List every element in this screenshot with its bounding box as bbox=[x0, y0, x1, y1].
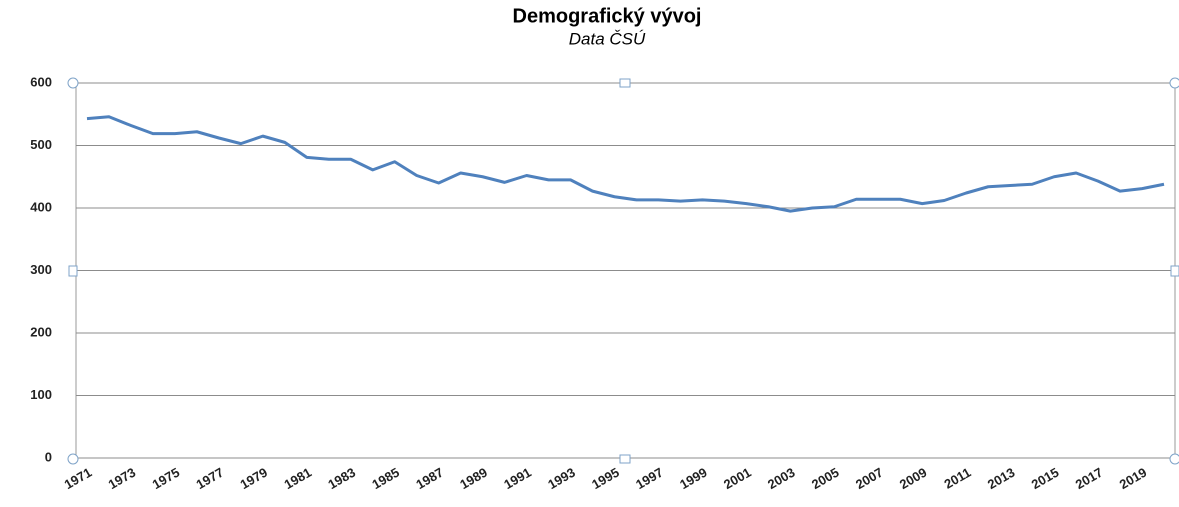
handle bbox=[619, 454, 631, 464]
y-tick-label: 300 bbox=[30, 262, 52, 277]
chart-title: Demografický vývoj bbox=[513, 5, 702, 27]
x-tick-label: 2019 bbox=[1117, 465, 1150, 492]
y-tick-label: 200 bbox=[30, 324, 52, 339]
x-tick-label: 1973 bbox=[106, 465, 139, 492]
x-tick-label: 2001 bbox=[721, 465, 754, 492]
x-tick-label: 1987 bbox=[413, 465, 446, 492]
x-tick-label: 2005 bbox=[809, 465, 842, 492]
x-tick-label: 2003 bbox=[765, 465, 798, 492]
y-tick-label: 0 bbox=[45, 449, 52, 464]
x-tick-label: 2013 bbox=[985, 465, 1018, 492]
x-tick-label: 2017 bbox=[1073, 465, 1106, 492]
x-tick-label: 1975 bbox=[150, 465, 183, 492]
y-tick-label: 100 bbox=[30, 387, 52, 402]
x-tick-label: 1983 bbox=[325, 465, 358, 492]
handle bbox=[67, 77, 79, 89]
x-tick-label: 1989 bbox=[457, 465, 490, 492]
x-tick-label: 2015 bbox=[1029, 465, 1062, 492]
y-tick-label: 400 bbox=[30, 199, 52, 214]
y-tick-label: 500 bbox=[30, 137, 52, 152]
x-tick-label: 1981 bbox=[281, 465, 314, 492]
selection-handles bbox=[67, 77, 1179, 465]
handle bbox=[619, 78, 631, 88]
x-tick-label: 2009 bbox=[897, 465, 930, 492]
line-series bbox=[86, 115, 1165, 213]
x-tick-label: 1997 bbox=[633, 465, 666, 492]
x-tick-label: 1993 bbox=[545, 465, 578, 492]
y-tick-label: 600 bbox=[30, 74, 52, 89]
handle bbox=[1169, 453, 1179, 465]
handle bbox=[67, 453, 79, 465]
x-tick-label: 1995 bbox=[589, 465, 622, 492]
x-tick-label: 1985 bbox=[369, 465, 402, 492]
handle bbox=[1169, 77, 1179, 89]
x-tick-label: 2007 bbox=[853, 465, 886, 492]
x-tick-label: 1991 bbox=[501, 465, 534, 492]
chart-subtitle: Data ČSÚ bbox=[569, 29, 646, 48]
x-tick-label: 1971 bbox=[62, 465, 95, 492]
x-tick-label: 2011 bbox=[941, 465, 973, 492]
x-tick-label: 1977 bbox=[194, 465, 227, 492]
x-tick-label: 1999 bbox=[677, 465, 710, 492]
x-tick-label: 1979 bbox=[238, 465, 271, 492]
handle bbox=[1170, 265, 1179, 277]
handle bbox=[68, 265, 78, 277]
